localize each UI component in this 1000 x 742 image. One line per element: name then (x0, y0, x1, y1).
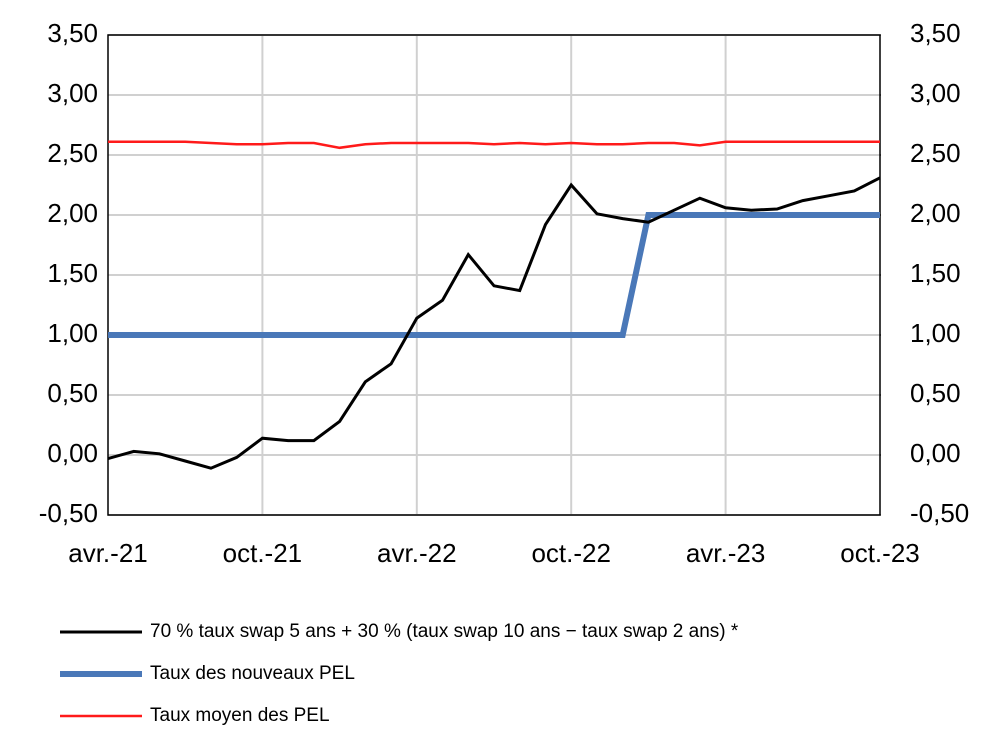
y2-tick-label: 1,50 (910, 258, 961, 288)
y-tick-label: 1,00 (47, 318, 98, 348)
plot-frame (107, 34, 881, 516)
legend-label: 70 % taux swap 5 ans + 30 % (taux swap 1… (150, 621, 739, 642)
x-tick-label: oct.-23 (840, 538, 920, 568)
legend-label: Taux moyen des PEL (150, 705, 330, 726)
y2-tick-label: 0,00 (910, 438, 961, 468)
x-tick-label: oct.-22 (531, 538, 611, 568)
x-tick-label: avr.-23 (686, 538, 766, 568)
y-tick-label: 2,00 (47, 198, 98, 228)
y2-tick-label: 3,50 (910, 18, 961, 48)
x-tick-label: oct.-21 (223, 538, 303, 568)
y-tick-label: 0,50 (47, 378, 98, 408)
y2-tick-label: 3,00 (910, 78, 961, 108)
y2-tick-label: 2,00 (910, 198, 961, 228)
y2-tick-label: 2,50 (910, 138, 961, 168)
y2-tick-label: -0,50 (910, 498, 969, 528)
y2-tick-label: 0,50 (910, 378, 961, 408)
x-tick-label: avr.-22 (377, 538, 457, 568)
series-line (107, 176, 881, 470)
y-tick-label: -0,50 (39, 498, 98, 528)
legend-label: Taux des nouveaux PEL (150, 663, 355, 684)
y-tick-label: 0,00 (47, 438, 98, 468)
y2-tick-label: 1,00 (910, 318, 961, 348)
y-tick-label: 3,00 (47, 78, 98, 108)
y-tick-label: 3,50 (47, 18, 98, 48)
x-tick-label: avr.-21 (68, 538, 148, 568)
series-line (108, 212, 880, 338)
series-line (108, 140, 880, 150)
y-tick-label: 1,50 (47, 258, 98, 288)
y-tick-label: 2,50 (47, 138, 98, 168)
